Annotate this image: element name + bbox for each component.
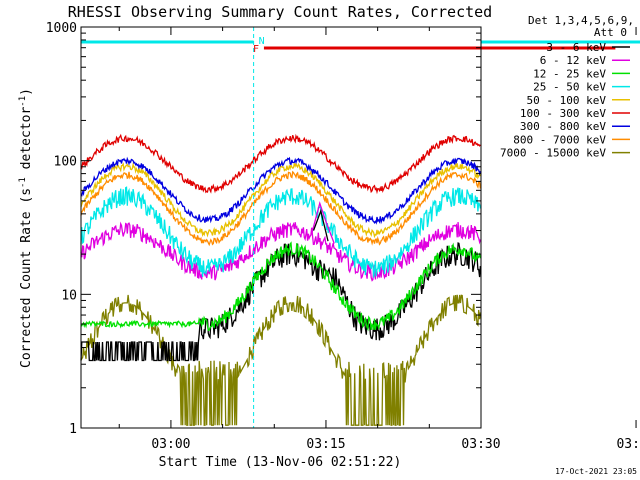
y-axis-label-sup1: -1 xyxy=(18,177,28,188)
series-100-to-300keV-line xyxy=(80,133,481,195)
legend-title-line1: Det 1,3,4,5,6,9, xyxy=(528,14,634,27)
series-polyline xyxy=(80,221,482,282)
legend-entry-label: 100 - 300 keV xyxy=(520,107,606,120)
chart-title: RHESSI Observing Summary Count Rates, Co… xyxy=(68,3,492,21)
legend-entry-label: 3 - 6 keV xyxy=(546,41,606,54)
legend-entry-label: 25 - 50 keV xyxy=(533,81,606,94)
x-axis-label: Start Time (13-Nov-06 02:51:22) xyxy=(159,455,402,470)
x-tick-label: 03:30 xyxy=(461,437,500,452)
series-polyline xyxy=(80,186,482,278)
legend-entry-label: 50 - 100 keV xyxy=(527,94,607,107)
legend-entry-label: 6 - 12 keV xyxy=(540,54,607,67)
series-polyline xyxy=(80,241,482,332)
x-tick-label: 03:15 xyxy=(306,437,345,452)
series-12-to-25keV-line xyxy=(80,241,482,332)
legend-title-line2: Att 0 xyxy=(594,26,627,39)
flare-spike xyxy=(310,201,335,244)
legend-entry-label: 12 - 25 keV xyxy=(533,67,606,80)
y-axis-label-part2: detector xyxy=(19,107,34,178)
series-polyline xyxy=(80,294,482,426)
series-polyline xyxy=(80,161,481,239)
y-axis: 1 10 100 1000 xyxy=(46,21,481,437)
series-800-to-7000keV-line xyxy=(80,170,482,247)
footer-date: 17-Oct-2021 23:05 xyxy=(555,467,637,476)
night-label: N xyxy=(259,36,265,47)
series-polyline xyxy=(80,156,482,225)
flare-label: F xyxy=(253,44,259,55)
series-polyline xyxy=(80,170,482,247)
series-25-to-50keV-line xyxy=(80,186,482,278)
y-tick-label: 1 xyxy=(69,422,77,437)
y-tick-label: 100 xyxy=(54,155,77,170)
y-tick-label: 1000 xyxy=(46,21,77,36)
annotation-layer: NF xyxy=(81,27,640,428)
y-axis-label-part3: ) xyxy=(19,88,34,96)
y-tick-label: 10 xyxy=(61,288,77,303)
series-300-to-800keV-line xyxy=(80,156,482,225)
legend-entry-label: 7000 - 15000 keV xyxy=(500,147,606,160)
x-tick-label: 03:45 xyxy=(616,437,640,452)
y-axis-label-part1: Corrected Count Rate (s xyxy=(19,188,34,368)
series-50-to-100keV-line xyxy=(80,161,481,239)
legend-entry-label: 300 - 800 keV xyxy=(520,120,606,133)
plot-frame xyxy=(80,26,482,429)
series-6-to-12keV-line xyxy=(80,221,482,282)
spike-magenta xyxy=(310,201,335,244)
x-tick-label: 03:00 xyxy=(151,437,190,452)
spike-black xyxy=(312,208,329,242)
y-axis-label: Corrected Count Rate (s-1 detector-1) xyxy=(18,88,34,368)
series-polyline xyxy=(80,133,481,195)
series-layer xyxy=(80,133,482,426)
y-axis-label-sup2: -1 xyxy=(18,96,28,107)
legend-entry-label: 800 - 7000 keV xyxy=(513,133,606,146)
series-7000-to-15000keV-line xyxy=(80,294,482,426)
